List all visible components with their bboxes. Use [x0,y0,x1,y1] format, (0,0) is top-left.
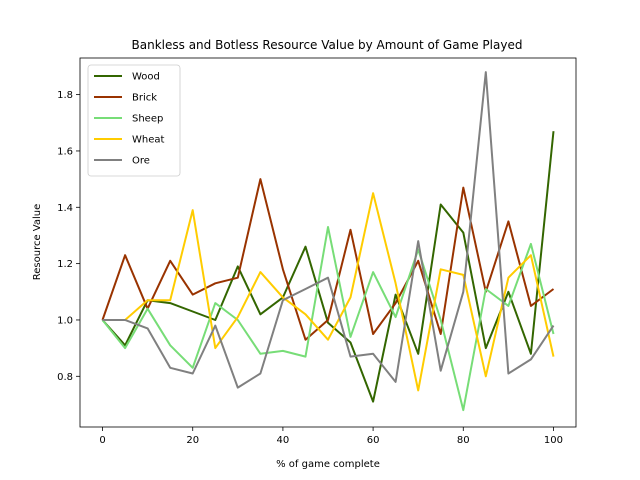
series-line-wheat [102,192,555,392]
x-axis-label: % of game complete [276,459,380,470]
y-axis: 0.8 1.0 1.2 1.4 1.6 1.8 [57,90,80,383]
legend: Wood Brick Sheep Wheat Ore [87,64,181,177]
y-tick-label: 1.6 [57,146,73,157]
y-axis-label: Resource Value [32,204,43,281]
y-tick-label: 1.2 [57,259,73,270]
x-axis: 0 20 40 60 80 100 [99,427,563,446]
legend-label-brick: Brick [132,93,157,104]
x-tick-label: 0 [99,435,105,446]
series-line-wood [101,131,555,403]
series-line-brick [101,178,555,341]
plot-lines [101,71,555,412]
y-tick-label: 1.4 [57,203,73,214]
x-tick-label: 40 [277,435,290,446]
plot-frame [79,57,577,428]
y-tick-label: 1.8 [57,90,73,101]
chart-title: Bankless and Botless Resource Value by A… [132,38,523,52]
x-tick-label: 60 [367,435,380,446]
y-tick-label: 0.8 [57,372,73,383]
series-line-ore [102,71,555,389]
x-tick-label: 80 [457,435,470,446]
y-tick-label: 1.0 [57,315,73,326]
legend-label-sheep: Sheep [132,114,163,125]
series-line-sheep [101,226,555,412]
x-tick-label: 20 [186,435,199,446]
legend-label-wood: Wood [132,72,160,83]
x-tick-label: 100 [544,435,563,446]
legend-box [87,64,181,177]
legend-label-ore: Ore [132,156,150,167]
legend-label-wheat: Wheat [132,135,165,146]
